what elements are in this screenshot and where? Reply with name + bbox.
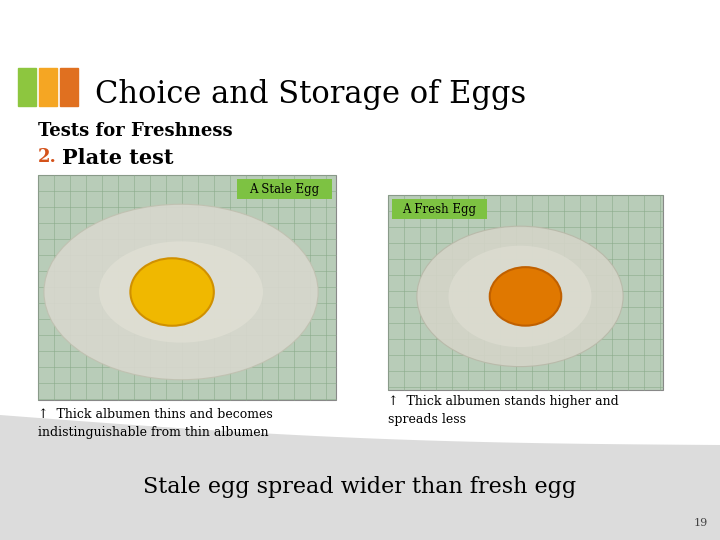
Ellipse shape [130, 258, 214, 326]
Bar [39, 68, 57, 106]
Text: Tests for Freshness: Tests for Freshness [38, 122, 233, 140]
Bar [392, 199, 487, 219]
Bar [237, 179, 332, 199]
Text: 19: 19 [694, 518, 708, 528]
Bar [388, 195, 663, 390]
Text: ↑  Thick albumen stands higher and
spreads less: ↑ Thick albumen stands higher and spread… [388, 395, 618, 426]
Ellipse shape [44, 204, 318, 380]
Bar [18, 68, 36, 106]
Text: A Fresh Egg: A Fresh Egg [402, 202, 477, 215]
Text: Choice and Storage of Eggs: Choice and Storage of Eggs [95, 79, 526, 111]
Ellipse shape [449, 246, 592, 347]
Bar [38, 175, 336, 400]
Text: 2.: 2. [38, 148, 57, 166]
Text: Stale egg spread wider than fresh egg: Stale egg spread wider than fresh egg [143, 476, 577, 498]
Text: ↑  Thick albumen thins and becomes
indistinguishable from thin albumen: ↑ Thick albumen thins and becomes indist… [38, 408, 273, 439]
Bar [60, 68, 78, 106]
Text: A Stale Egg: A Stale Egg [249, 183, 320, 195]
Polygon shape [0, 415, 720, 540]
Ellipse shape [490, 267, 562, 326]
Ellipse shape [417, 226, 623, 367]
Ellipse shape [99, 241, 263, 342]
Text: Plate test: Plate test [62, 148, 174, 168]
